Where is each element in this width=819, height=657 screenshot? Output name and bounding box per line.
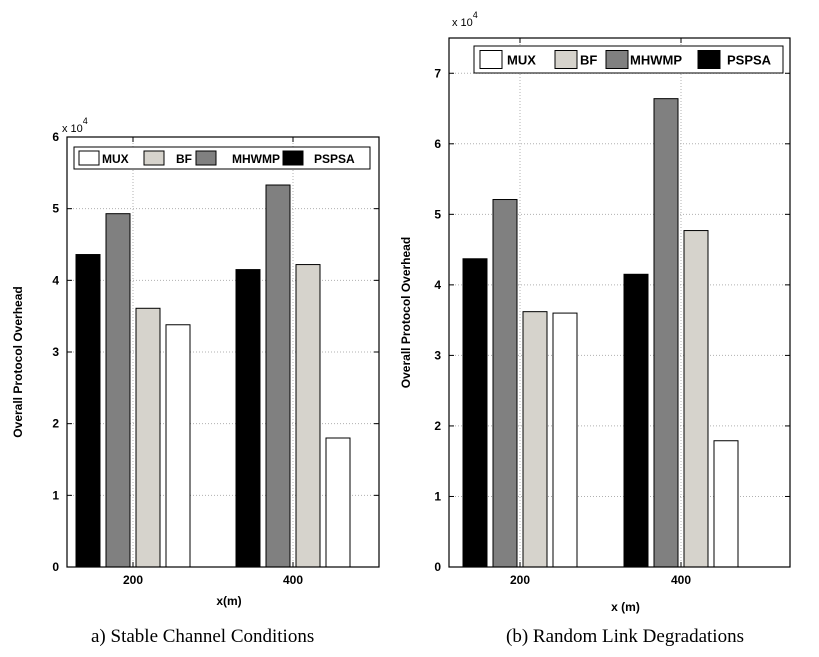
y-tick-label: 6 xyxy=(52,130,59,144)
x-axis-label: x(m) xyxy=(216,594,241,608)
bar-bf-400 xyxy=(683,230,709,568)
caption-stable-channel: a) Stable Channel Conditions xyxy=(91,626,315,647)
y-tick-label: 1 xyxy=(52,488,59,502)
legend-label-bf: BF xyxy=(580,53,597,68)
legend-label-bf: BF xyxy=(176,152,192,166)
bar-bf-400 xyxy=(295,264,321,568)
legend-label-mhwmp: MHWMP xyxy=(232,152,280,166)
y-tick-label: 1 xyxy=(434,489,441,503)
legend-swatch-pspsa xyxy=(697,50,721,69)
bar-mux-400 xyxy=(713,440,739,568)
chart-panel-a: 0 1 2 3 4 5 6 200 400 x(m) Overall Protocol Overhe… xyxy=(11,116,380,608)
x-tick-label: 400 xyxy=(283,573,303,587)
y-tick-label: 6 xyxy=(434,137,441,151)
y-tick-label: 5 xyxy=(52,202,59,216)
y-axis-label: Overall Protocol Overhead xyxy=(399,237,413,388)
caption-random-link: (b) Random Link Degradations xyxy=(506,626,744,647)
y-tick-label: 3 xyxy=(52,345,59,359)
x-axis-label: x (m) xyxy=(611,600,640,614)
bar-bf-200 xyxy=(135,307,161,568)
legend-label-pspsa: PSPSA xyxy=(727,53,772,68)
y-exponent-label: x 104 xyxy=(62,116,88,135)
y-tick-label: 2 xyxy=(434,419,441,433)
plot-frame xyxy=(448,37,791,568)
y-tick-label: 4 xyxy=(52,273,59,287)
y-tick-label: 2 xyxy=(52,417,59,431)
bar-mhwmp-400 xyxy=(653,98,679,568)
legend-label-mux: MUX xyxy=(507,53,536,68)
legend-swatch-bf xyxy=(143,150,165,166)
bar-pspsa-400 xyxy=(235,269,261,568)
y-axis-label: Overall Protocol Overhead xyxy=(11,286,25,437)
legend-swatch-mux xyxy=(78,150,100,166)
bar-mux-400 xyxy=(325,437,351,568)
y-tick-label: 0 xyxy=(52,560,59,574)
y-tick-label: 5 xyxy=(434,207,441,221)
legend-swatch-bf xyxy=(554,50,578,69)
bar-mux-200 xyxy=(165,324,191,568)
legend-label-mux: MUX xyxy=(102,152,129,166)
bar-mux-200 xyxy=(552,312,578,568)
x-tick-label: 400 xyxy=(671,573,691,587)
bar-mhwmp-400 xyxy=(265,184,291,568)
x-tick-label: 200 xyxy=(123,573,143,587)
y-exponent-label: x 104 xyxy=(452,10,478,29)
figure-canvas: 0 1 2 3 4 5 6 200 400 x(m) Overall Protocol Overhe… xyxy=(11,10,791,614)
y-tick-label: 4 xyxy=(434,278,441,292)
bar-pspsa-400 xyxy=(623,273,649,568)
legend-label-pspsa: PSPSA xyxy=(314,152,355,166)
y-tick-label: 3 xyxy=(434,348,441,362)
legend-swatch-mhwmp xyxy=(605,50,629,69)
y-tick-label: 0 xyxy=(434,560,441,574)
bar-pspsa-200 xyxy=(75,254,101,568)
legend-swatch-mux xyxy=(479,50,503,69)
legend-swatch-mhwmp xyxy=(195,150,217,166)
bar-bf-200 xyxy=(522,311,548,568)
bar-mhwmp-200 xyxy=(105,213,131,568)
legend-label-mhwmp: MHWMP xyxy=(630,53,682,68)
x-tick-label: 200 xyxy=(510,573,530,587)
bar-mhwmp-200 xyxy=(492,199,518,568)
bar-pspsa-200 xyxy=(462,258,488,568)
y-tick-label: 7 xyxy=(434,66,441,80)
legend-swatch-pspsa xyxy=(282,150,304,166)
chart-panel-b: 0 1 2 3 4 5 6 7 200 400 x (m) Overall Protocol Over… xyxy=(399,10,791,614)
